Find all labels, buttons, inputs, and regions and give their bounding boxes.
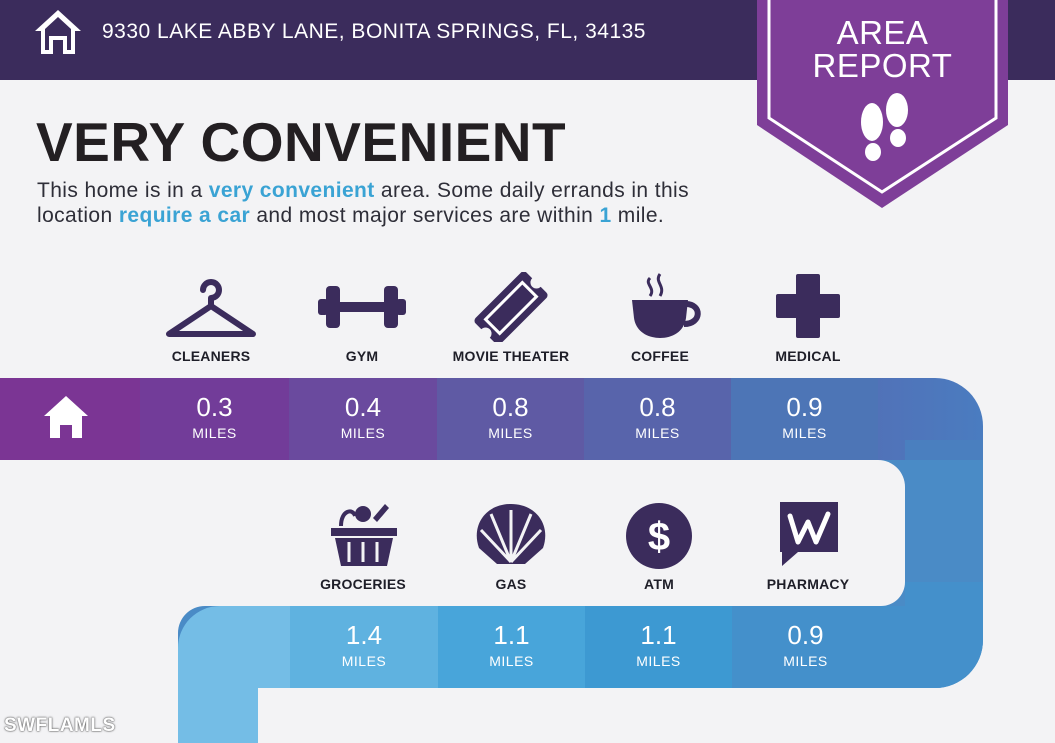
amenity-cleaners: CLEANERS (137, 272, 285, 364)
badge-title-line1: AREA (836, 14, 929, 51)
distance-cell-gym: 0.4 MILES (289, 378, 437, 460)
description: This home is in a very convenient area. … (37, 178, 757, 228)
amenity-medical: MEDICAL (734, 272, 882, 364)
description-text: area. Some daily errands in this locatio… (37, 179, 690, 227)
amenity-label: MOVIE THEATER (452, 348, 570, 364)
distance-value: 1.1 (493, 620, 530, 650)
distance-value: 0.4 (344, 392, 382, 422)
amenity-movie-theater: MOVIE THEATER (437, 272, 585, 364)
amenity-gym: GYM (288, 272, 436, 364)
amenity-label: COFFEE (631, 348, 689, 364)
distance-unit: MILES (782, 425, 827, 441)
dumbbell-icon (318, 286, 406, 328)
ticket-icon (474, 272, 548, 342)
distance-value: 1.1 (640, 620, 677, 650)
distance-cell-medical: 0.9 MILES (731, 378, 878, 460)
amenity-label: GROCERIES (320, 576, 406, 592)
description-text: mile. (611, 204, 665, 227)
distance-value: 0.9 (787, 620, 824, 650)
distance-unit: MILES (488, 425, 533, 441)
amenity-label: GYM (345, 348, 379, 364)
amenity-pharmacy: PHARMACY (734, 500, 882, 592)
amenity-label: GAS (495, 576, 527, 592)
distance-unit: MILES (489, 653, 534, 669)
distance-unit: MILES (341, 653, 387, 669)
distance-unit: MILES (192, 425, 237, 441)
description-highlight: very convenient (208, 179, 375, 202)
distance-cell-coffee: 0.8 MILES (584, 378, 731, 460)
page-title: VERY CONVENIENT (36, 111, 567, 173)
home-marker-icon (44, 396, 88, 438)
distance-value: 1.4 (345, 620, 383, 650)
distance-cell-groceries: 1.4 MILES (290, 606, 438, 688)
address-text: 9330 LAKE ABBY LANE, BONITA SPRINGS, FL,… (102, 20, 646, 43)
badge-title-line2: REPORT (812, 47, 953, 84)
hanger-icon (166, 279, 256, 337)
amenity-coffee: COFFEE (586, 272, 734, 364)
dollar-icon: $ (626, 503, 692, 569)
walgreens-icon (780, 502, 838, 566)
amenity-label: MEDICAL (775, 348, 841, 364)
distance-unit: MILES (635, 425, 680, 441)
distance-cell-pharmacy: 0.9 MILES (732, 606, 879, 688)
amenity-groceries: GROCERIES (289, 500, 437, 592)
amenity-label: CLEANERS (171, 348, 251, 364)
distance-cell-cleaners: 0.3 MILES (140, 378, 289, 460)
shell-icon (476, 504, 546, 564)
amenity-gas: GAS (437, 500, 585, 592)
distance-cell-atm: 1.1 MILES (585, 606, 732, 688)
distance-unit: MILES (636, 653, 681, 669)
watermark: SWFLAMLS (4, 715, 116, 736)
distance-value: 0.8 (639, 392, 676, 422)
description-highlight: 1 (599, 204, 612, 227)
description-text: and most major services are within (250, 204, 600, 227)
grocery-basket-icon (331, 504, 397, 566)
distance-cell-movie-theater: 0.8 MILES (437, 378, 584, 460)
home-icon (35, 10, 81, 54)
amenity-atm: $ ATM (585, 500, 733, 592)
medical-cross-icon (776, 274, 840, 338)
distance-cell-gas: 1.1 MILES (438, 606, 585, 688)
amenity-label: PHARMACY (766, 576, 850, 592)
description-text: This home is in a (37, 179, 209, 202)
distance-unit: MILES (783, 653, 828, 669)
svg-text:$: $ (648, 515, 670, 559)
coffee-cup-icon (632, 273, 701, 338)
distance-value: 0.8 (492, 392, 529, 422)
amenity-label: ATM (644, 576, 674, 592)
area-report-badge: AREA REPORT (755, 0, 1010, 210)
distance-value: 0.3 (196, 392, 233, 422)
description-highlight: require a car (118, 204, 251, 227)
distance-unit: MILES (340, 425, 386, 441)
distance-value: 0.9 (786, 392, 823, 422)
footprints-icon (861, 93, 908, 161)
